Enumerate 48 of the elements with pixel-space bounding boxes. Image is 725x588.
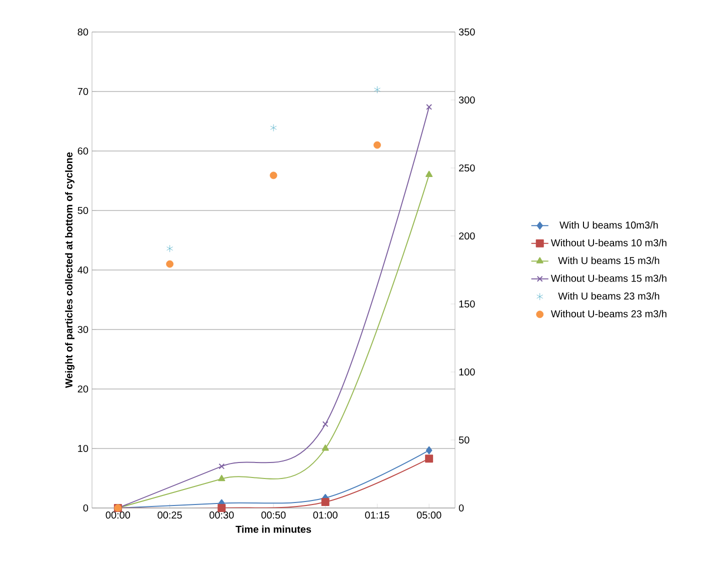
y-tick-label: 30 [78, 326, 88, 334]
y2-tick-label: 250 [459, 164, 475, 172]
y-tick-label: 20 [78, 385, 88, 393]
point [321, 498, 330, 506]
point [426, 170, 433, 178]
y-tick-label: 60 [78, 147, 88, 155]
y-tick-label: 80 [78, 28, 88, 36]
y2-tick-label: 200 [459, 232, 475, 240]
y2-tick-label: 150 [459, 300, 475, 308]
point [166, 260, 174, 268]
y-tick-label: 50 [78, 206, 88, 214]
y2-tick-label: 0 [458, 504, 464, 512]
x-axis-title: Time in minutes [236, 525, 312, 533]
legend-label: Without U-beams 15 m3/h [550, 274, 666, 282]
legend-label: With U beams 15 m3/h [558, 256, 660, 264]
point [166, 244, 174, 252]
y2-tick-label: 300 [458, 96, 475, 104]
x-tick-label: 05:00 [416, 512, 442, 519]
x-tick-label: 00:50 [261, 512, 286, 519]
point [425, 454, 434, 463]
point [218, 474, 226, 482]
point [374, 141, 381, 149]
x-tick-label: 00:00 [106, 512, 130, 519]
x-tick-label: 01:15 [365, 512, 390, 519]
legend-label: With U beams 23 m3/h [558, 292, 660, 300]
legend-label: Without U-beams 23 m3/h [550, 310, 666, 318]
y-tick-label: 0 [83, 504, 88, 512]
y-axis-title: Weight of particles collected at bottom of cyclone [65, 152, 74, 388]
point [322, 421, 328, 428]
y-tick-label: 10 [78, 444, 88, 452]
point [426, 446, 432, 454]
y-tick-label: 70 [78, 88, 88, 96]
x-tick-label: 00:25 [158, 512, 182, 519]
y2-tick-label: 350 [458, 28, 475, 36]
x-tick-label: 00:30 [210, 512, 234, 519]
point [270, 124, 277, 132]
x-tick-label: 01:00 [313, 512, 338, 519]
legend-label: With U beams 10m3/h [560, 221, 658, 229]
y-tick-label: 40 [78, 266, 88, 274]
y2-tick-label: 50 [458, 436, 470, 444]
point [426, 104, 432, 110]
point [218, 463, 225, 470]
legend-label: Without U-beams 10 m3/h [550, 239, 666, 246]
point [218, 504, 226, 512]
point [270, 172, 278, 180]
point [374, 86, 380, 94]
y2-tick-label: 100 [459, 368, 475, 376]
point [322, 444, 329, 451]
